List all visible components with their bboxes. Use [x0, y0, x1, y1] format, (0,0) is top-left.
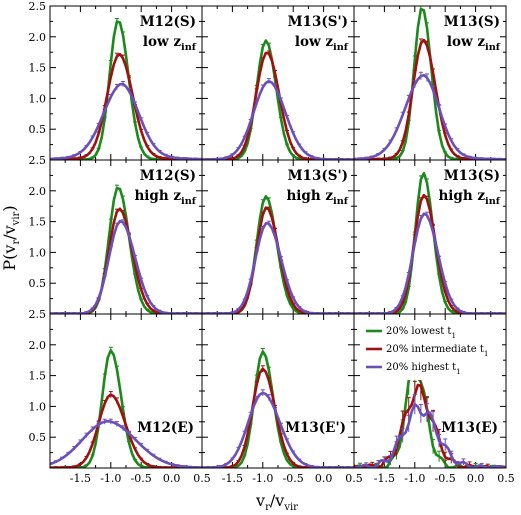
panel-background	[50, 6, 202, 160]
x-tick-label: 0.0	[315, 472, 333, 485]
legend-label: 20% highest t1	[386, 362, 461, 376]
panel-0-2: M13(S) low zinf	[353, 5, 507, 161]
y-tick-label: 2.5	[29, 308, 47, 321]
x-tick-label: -1.0	[404, 472, 425, 485]
y-tick-label: 2.5	[29, 154, 47, 167]
series-line-highest	[50, 419, 202, 468]
y-tick-label: 0.5	[29, 277, 47, 290]
panel-label: M12(E)	[137, 420, 194, 436]
series-line-highest	[202, 79, 354, 160]
panel-0-0: M12(S) low zinf	[49, 5, 203, 161]
panel-background	[354, 160, 506, 314]
panel-label: low zinf	[447, 34, 501, 53]
legend-label: 20% lowest t1	[386, 326, 456, 340]
panel-background	[202, 160, 354, 314]
y-tick-label: 2.0	[29, 31, 47, 44]
x-tick-label: -1.5	[70, 472, 91, 485]
panel-1-0: M12(S) high zinf	[49, 159, 203, 315]
panel-label: high zinf	[286, 188, 348, 207]
y-tick-label: 1.0	[29, 92, 47, 105]
panel-label: M13(S')	[288, 168, 348, 184]
panel-frame	[353, 313, 507, 469]
panel-label: M12(S)	[140, 14, 196, 30]
x-tick-label: -0.5	[131, 472, 152, 485]
y-tick-label: 1.0	[29, 400, 47, 413]
y-tick-label: 2.0	[29, 185, 47, 198]
series-line-highest	[354, 403, 506, 468]
panel-label: high zinf	[438, 188, 500, 207]
x-tick-label: 0.5	[345, 472, 363, 485]
panel-background	[50, 160, 202, 314]
legend-background	[362, 322, 502, 380]
panel-1-2: M13(S) high zinf	[353, 159, 507, 315]
panel-label: high zinf	[134, 188, 196, 207]
x-tick-label: -0.5	[435, 472, 456, 485]
y-tick-label: 2.0	[29, 339, 47, 352]
x-tick-label: -1.5	[374, 472, 395, 485]
panels-layer: M12(S) low zinf M13(S') low zinf M13(S) low z…	[49, 5, 507, 469]
panel-background	[202, 314, 354, 468]
y-tick-label: 1.5	[29, 370, 47, 383]
x-tick-label: -0.5	[283, 472, 304, 485]
y-tick-label: 1.5	[29, 62, 47, 75]
panel-label: M13(E)	[441, 420, 498, 436]
x-tick-label: 0.5	[193, 472, 211, 485]
x-tick-label: 0.5	[497, 472, 515, 485]
legend: 20% lowest t1 20% intermediate t1 20% high…	[362, 322, 502, 380]
panel-2-1: M13(E')	[201, 313, 355, 469]
panel-label: M13(S)	[444, 168, 500, 184]
panel-label: M13(S')	[288, 14, 348, 30]
x-tick-label: -1.0	[252, 472, 273, 485]
panel-background	[50, 314, 202, 468]
x-tick-label: -1.5	[222, 472, 243, 485]
x-tick-label: 0.0	[163, 472, 181, 485]
panel-label: low zinf	[295, 34, 349, 53]
panel-1-1: M13(S') high zinf	[201, 159, 355, 315]
y-tick-label: 0.5	[29, 431, 47, 444]
panel-2-0: M12(E)	[49, 313, 203, 469]
x-tick-label: -1.0	[100, 472, 121, 485]
y-axis-label: P(vr/vvir)	[0, 205, 22, 270]
panel-label: M13(E')	[285, 420, 346, 436]
x-axis-label: vr/vvir	[255, 491, 298, 513]
y-tick-label: 0.5	[29, 123, 47, 136]
y-tick-label: 1.0	[29, 246, 47, 259]
y-tick-label: 2.5	[29, 0, 47, 13]
y-tick-label: 1.5	[29, 216, 47, 229]
panel-label: M13(S)	[444, 14, 500, 30]
panel-label: M12(S)	[140, 168, 196, 184]
x-tick-label: 0.0	[467, 472, 485, 485]
legend-label: 20% intermediate t1	[386, 344, 488, 358]
panel-label: low zinf	[143, 34, 197, 53]
panel-0-1: M13(S') low zinf	[201, 5, 355, 161]
